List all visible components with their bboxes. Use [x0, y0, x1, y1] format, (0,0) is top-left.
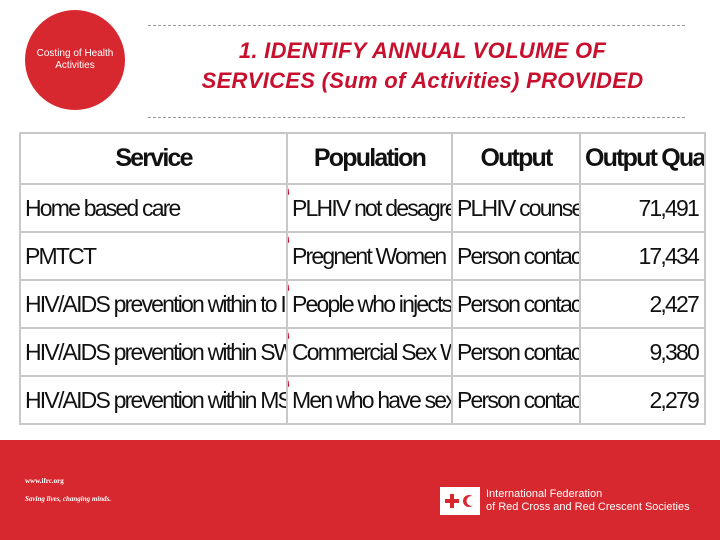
cell-output: PLHIV counselled — [451, 183, 581, 233]
slide-title-line-2: SERVICES (Sum of Activities) PROVIDED — [201, 68, 644, 93]
cell-service: HIV/AIDS prevention within to IDUs — [19, 279, 288, 329]
services-table-container: Service Population Output Output Quantit… — [19, 132, 706, 425]
table-row: Home based care PLHIV not desagregated P… — [19, 183, 706, 233]
cell-output: Person contacted — [451, 375, 581, 425]
cell-output: Person contacted — [451, 327, 581, 377]
ifrc-name-line-2: of Red Cross and Red Crescent Societies — [486, 501, 690, 513]
services-table: Service Population Output Output Quantit… — [19, 132, 706, 425]
topic-badge: Costing of Health Activities — [25, 10, 125, 110]
table-row: PMTCT Pregnent Women deliver Person cont… — [19, 231, 706, 281]
top-divider — [148, 25, 685, 26]
slide-title: 1. IDENTIFY ANNUAL VOLUME OF SERVICES (S… — [150, 36, 695, 96]
cell-service: HIV/AIDS prevention within MSMs — [19, 375, 288, 425]
ifrc-name: International Federation of Red Cross an… — [486, 488, 690, 514]
cell-quantity: 9,380 — [579, 327, 706, 377]
table-header-row: Service Population Output Output Quantit… — [19, 132, 706, 185]
cell-service: PMTCT — [19, 231, 288, 281]
table-row: HIV/AIDS prevention within SWs Commercia… — [19, 327, 706, 377]
cell-output: Person contacted — [451, 279, 581, 329]
cell-service: Home based care — [19, 183, 288, 233]
slide-title-line-1: 1. IDENTIFY ANNUAL VOLUME OF — [238, 38, 607, 63]
header-service: Service — [19, 132, 288, 185]
cell-quantity: 2,427 — [579, 279, 706, 329]
header-output: Output — [451, 132, 581, 185]
cell-output: Person contacted — [451, 231, 581, 281]
cell-population: Men who have sex with r — [286, 375, 453, 425]
cell-population: People who injects drugs — [286, 279, 453, 329]
cell-service: HIV/AIDS prevention within SWs — [19, 327, 288, 377]
cell-population: Pregnent Women deliver — [286, 231, 453, 281]
cell-population: Commercial Sex Worker — [286, 327, 453, 377]
ifrc-logo-block: International Federation of Red Cross an… — [440, 486, 700, 516]
footer-url: www.ifrc.org — [25, 477, 64, 485]
table-row: HIV/AIDS prevention within MSMs Men who … — [19, 375, 706, 425]
topic-badge-text: Costing of Health Activities — [36, 48, 114, 71]
red-cross-crescent-logo-icon — [440, 487, 480, 515]
footer-tagline: Saving lives, changing minds. — [25, 495, 112, 503]
red-crescent-icon — [462, 495, 476, 507]
cell-population: PLHIV not desagregated — [286, 183, 453, 233]
footer-band: www.ifrc.org Saving lives, changing mind… — [0, 440, 720, 540]
ifrc-name-line-1: International Federation — [486, 488, 603, 500]
cell-quantity: 71,491 — [579, 183, 706, 233]
table-row: HIV/AIDS prevention within to IDUs Peopl… — [19, 279, 706, 329]
header-population: Population — [286, 132, 453, 185]
cell-quantity: 17,434 — [579, 231, 706, 281]
red-cross-icon — [444, 494, 459, 508]
bottom-divider — [148, 117, 685, 118]
header-output-quantity: Output Quantity — [579, 132, 706, 185]
cell-quantity: 2,279 — [579, 375, 706, 425]
